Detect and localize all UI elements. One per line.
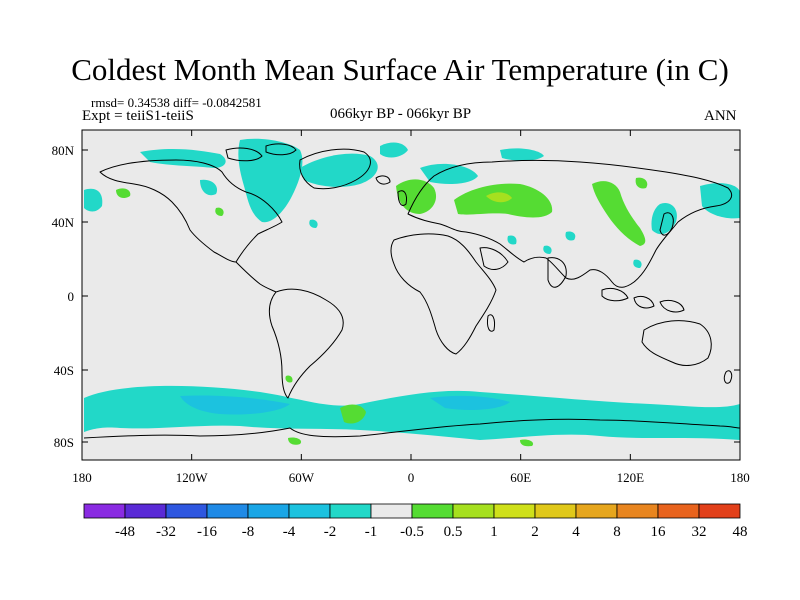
- colorbar-label: -0.5: [400, 524, 424, 540]
- colorbar-swatch: [370, 503, 413, 519]
- coastline: [407, 160, 732, 288]
- colorbar-label: 32: [692, 524, 707, 540]
- anomaly-region: [215, 207, 224, 216]
- anomaly-layer: [84, 138, 740, 447]
- y-axis: 80N 40N 0 40S 80S: [52, 143, 740, 450]
- anomaly-region: [380, 142, 408, 158]
- period-label: 066kyr BP - 066kyr BP: [330, 106, 472, 122]
- colorbar-swatch: [165, 503, 208, 519]
- coastline: [225, 147, 263, 162]
- anomaly-region: [396, 179, 437, 214]
- coastline: [390, 233, 497, 355]
- colorbar-label: -1: [365, 524, 378, 540]
- anomaly-region: [700, 183, 740, 219]
- coastline: [397, 190, 407, 206]
- x-tick-label: 60W: [289, 470, 315, 485]
- anomaly-region: [507, 235, 517, 245]
- x-tick-label: 180: [72, 470, 92, 485]
- anomaly-region: [200, 179, 218, 196]
- colorbar-label: 2: [531, 524, 539, 540]
- coastline: [83, 418, 741, 439]
- colorbar-label: -4: [283, 524, 296, 540]
- coastline: [641, 320, 712, 366]
- coastline: [633, 295, 655, 309]
- coastline: [723, 370, 733, 384]
- colorbar-swatch: [657, 503, 700, 519]
- coastline: [601, 287, 629, 302]
- coastline: [659, 299, 685, 313]
- coastline: [299, 148, 371, 190]
- anomaly-region: [84, 188, 103, 212]
- colorbar-label: 16: [651, 524, 667, 540]
- colorbar-label: 1: [490, 524, 498, 540]
- colorbar-swatch: [493, 503, 536, 519]
- anomaly-region: [592, 181, 646, 246]
- anomaly-region: [633, 259, 642, 268]
- anomaly-region: [309, 219, 318, 228]
- colorbar-swatch: [124, 503, 167, 519]
- colorbar-swatch: [288, 503, 331, 519]
- experiment-label: Expt = teiiS1-teiiS: [82, 108, 194, 124]
- colorbar-label: -16: [197, 524, 217, 540]
- stats-label: rmsd= 0.34538 diff= -0.0842581: [91, 95, 262, 110]
- x-tick-label: 120W: [176, 470, 209, 485]
- anomaly-region: [651, 202, 677, 235]
- colorbar-label: 8: [613, 524, 621, 540]
- y-tick-label: 80S: [54, 435, 74, 450]
- coastline: [479, 247, 509, 270]
- y-tick-label: 80N: [52, 143, 75, 158]
- coastline: [659, 212, 674, 236]
- coastline: [265, 143, 297, 156]
- colorbar-swatch: [329, 503, 372, 519]
- colorbar-label: 0.5: [444, 524, 463, 540]
- colorbar-label: 48: [733, 524, 748, 540]
- anomaly-region: [486, 192, 512, 203]
- colorbar-swatch: [411, 503, 454, 519]
- anomaly-region: [116, 188, 131, 198]
- coastline: [99, 159, 283, 263]
- colorbar-label: -48: [115, 524, 135, 540]
- x-axis: 180 120W 60W 0 60E 120E 180: [72, 130, 750, 485]
- anomaly-region: [430, 395, 510, 410]
- x-tick-label: 180: [730, 470, 750, 485]
- x-tick-label: 60E: [510, 470, 531, 485]
- colorbar-label: -8: [242, 524, 255, 540]
- season-label: ANN: [704, 108, 737, 124]
- colorbar-label: -32: [156, 524, 176, 540]
- anomaly-region: [285, 375, 293, 383]
- coastline: [235, 261, 277, 293]
- coastline: [375, 175, 391, 185]
- anomaly-region: [340, 404, 366, 424]
- x-tick-label: 120E: [617, 470, 645, 485]
- y-tick-label: 40N: [52, 215, 75, 230]
- coastline-layer: [83, 143, 741, 439]
- x-tick-label: 0: [408, 470, 415, 485]
- colorbar-swatch: [83, 503, 126, 519]
- colorbar-swatch: [534, 503, 577, 519]
- anomaly-region: [288, 437, 302, 445]
- coastline: [547, 257, 567, 288]
- colorbar-label: -2: [324, 524, 337, 540]
- anomaly-region: [543, 245, 552, 254]
- anomaly-region: [420, 163, 478, 184]
- colorbar-swatch: [698, 503, 741, 519]
- colorbar: -48 -32 -16 -8 -4 -2 -1 -0.5 0.5 1 2 4 8 16 32 48: [83, 503, 748, 540]
- anomaly-region: [565, 231, 576, 241]
- colorbar-swatch: [452, 503, 495, 519]
- colorbar-swatch: [247, 503, 290, 519]
- anomaly-region: [635, 177, 648, 189]
- colorbar-swatch: [616, 503, 659, 519]
- anomaly-region: [500, 148, 544, 161]
- page-title: Coldest Month Mean Surface Air Temperatu…: [71, 52, 729, 87]
- colorbar-swatch: [206, 503, 249, 519]
- anomaly-region: [180, 395, 290, 415]
- colorbar-label: 4: [572, 524, 580, 540]
- y-tick-label: 0: [68, 289, 75, 304]
- y-tick-label: 40S: [54, 363, 74, 378]
- colorbar-swatch: [575, 503, 618, 519]
- anomaly-region: [520, 439, 534, 447]
- coastline: [268, 288, 344, 399]
- coastline: [487, 314, 495, 332]
